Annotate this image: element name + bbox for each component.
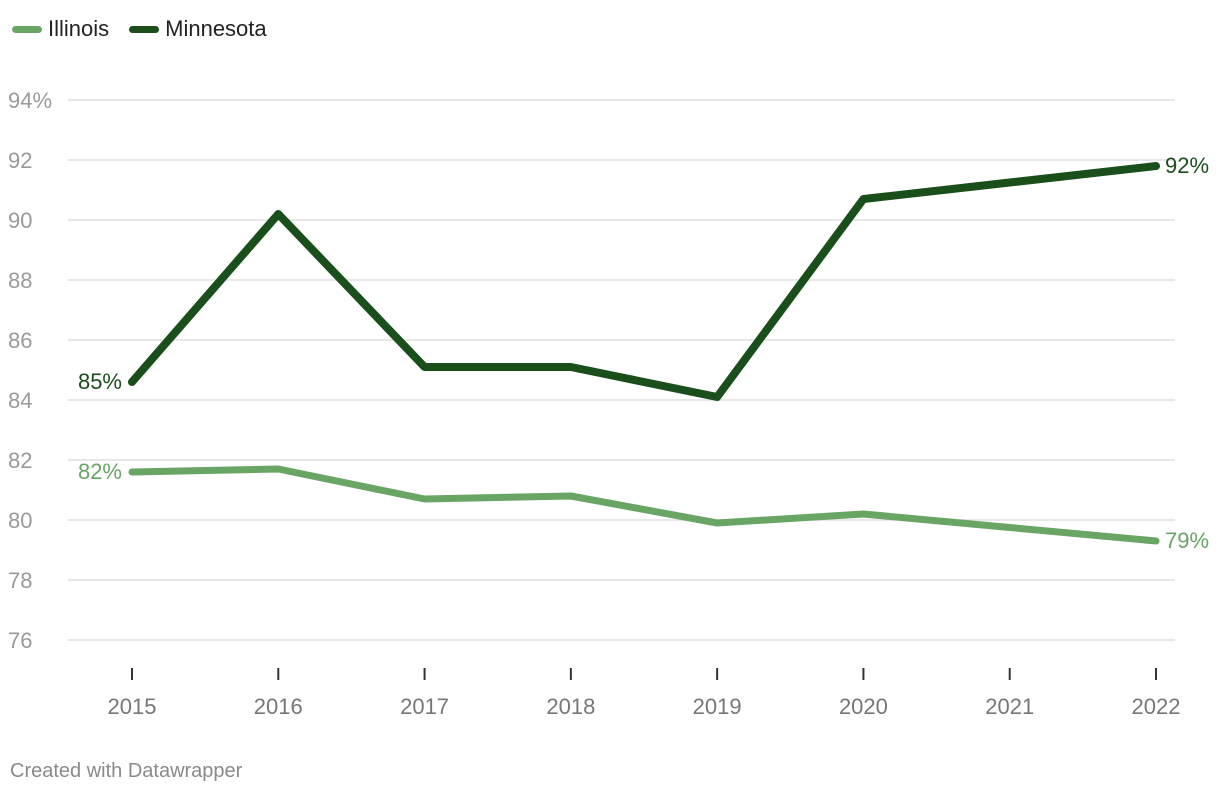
data-labels: 82% 79% 85% 92%	[78, 153, 1209, 553]
end-label-illinois: 79%	[1165, 528, 1209, 553]
y-axis-ticks: 94% 92 90 88 86 84 82 80 78 76	[8, 88, 52, 653]
x-tick-label: 2020	[839, 694, 888, 719]
data-point-minnesota	[862, 198, 864, 200]
x-tick-label: 2015	[108, 694, 157, 719]
legend-label-illinois: Illinois	[48, 16, 110, 41]
start-label-minnesota: 85%	[78, 369, 122, 394]
data-point-minnesota	[716, 396, 718, 398]
end-label-minnesota: 92%	[1165, 153, 1209, 178]
legend-swatch-illinois	[12, 25, 42, 33]
x-tick-label: 2021	[985, 694, 1034, 719]
series-line-minnesota	[128, 162, 1160, 401]
y-tick-label: 94%	[8, 88, 52, 113]
credit-text: Created with Datawrapper	[10, 760, 243, 782]
x-axis-ticks: 2015 2016 2017 2018 2019 2020 2021 2022	[108, 668, 1181, 719]
chart-legend: Illinois Minnesota	[12, 16, 267, 42]
x-tick-label: 2017	[400, 694, 449, 719]
y-tick-label: 88	[8, 268, 32, 293]
data-point-illinois	[277, 468, 279, 470]
x-tick-label: 2016	[254, 694, 303, 719]
data-point-minnesota	[570, 366, 572, 368]
x-tick-label: 2022	[1132, 694, 1181, 719]
y-tick-label: 84	[8, 388, 32, 413]
data-point-illinois	[1155, 540, 1157, 542]
y-tick-label: 80	[8, 508, 32, 533]
legend-swatch-minnesota	[129, 25, 160, 33]
series-lines	[128, 162, 1160, 545]
data-point-minnesota	[277, 213, 279, 215]
data-point-minnesota	[1009, 182, 1011, 183]
start-label-illinois: 82%	[78, 459, 122, 484]
legend-item-illinois: Illinois	[12, 16, 109, 42]
legend-item-minnesota: Minnesota	[129, 16, 267, 42]
data-point-illinois	[570, 495, 572, 497]
x-tick-label: 2019	[693, 694, 742, 719]
y-tick-label: 90	[8, 208, 32, 233]
data-point-illinois	[716, 522, 718, 524]
data-point-illinois	[862, 513, 864, 515]
data-point-minnesota	[131, 381, 133, 383]
x-tick-label: 2018	[546, 694, 595, 719]
legend-label-minnesota: Minnesota	[165, 16, 267, 41]
data-point-illinois	[424, 498, 426, 500]
y-tick-label: 82	[8, 448, 32, 473]
data-point-illinois	[131, 471, 133, 473]
y-tick-label: 76	[8, 628, 32, 653]
y-tick-label: 92	[8, 148, 32, 173]
data-point-illinois	[1009, 527, 1011, 528]
data-point-minnesota	[1155, 165, 1157, 167]
series-line-illinois	[128, 465, 1160, 545]
data-point-minnesota	[424, 366, 426, 368]
y-tick-label: 78	[8, 568, 32, 593]
grid-lines	[68, 99, 1175, 641]
y-tick-label: 86	[8, 328, 32, 353]
